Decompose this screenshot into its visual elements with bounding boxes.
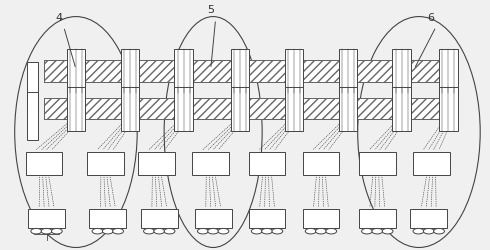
Bar — [359, 152, 396, 175]
Bar — [89, 209, 126, 228]
Bar — [139, 152, 175, 175]
Bar — [28, 209, 65, 228]
Bar — [285, 88, 303, 131]
Circle shape — [41, 228, 52, 234]
Bar — [303, 152, 339, 175]
Circle shape — [144, 228, 154, 234]
Circle shape — [154, 228, 165, 234]
Bar — [44, 61, 456, 82]
Bar — [67, 88, 85, 131]
Bar — [392, 88, 411, 131]
Circle shape — [51, 228, 62, 234]
Bar — [303, 209, 339, 228]
Text: 4: 4 — [55, 12, 62, 22]
Circle shape — [362, 228, 372, 234]
Circle shape — [372, 228, 383, 234]
Bar — [44, 99, 456, 120]
Bar — [249, 152, 285, 175]
Circle shape — [113, 228, 123, 234]
Bar — [27, 92, 38, 140]
Circle shape — [31, 228, 42, 234]
Circle shape — [92, 228, 103, 234]
Circle shape — [218, 228, 229, 234]
Circle shape — [164, 228, 175, 234]
Bar — [439, 50, 458, 94]
Circle shape — [382, 228, 393, 234]
Bar — [339, 88, 357, 131]
Bar — [27, 62, 38, 110]
Circle shape — [316, 228, 326, 234]
Bar — [411, 209, 447, 228]
Bar — [439, 88, 458, 131]
Bar — [231, 50, 249, 94]
Bar — [44, 61, 456, 82]
Bar — [44, 99, 456, 120]
Bar — [141, 209, 177, 228]
Circle shape — [423, 228, 434, 234]
Bar — [392, 50, 411, 94]
Bar — [413, 152, 450, 175]
Bar — [231, 88, 249, 131]
Circle shape — [434, 228, 444, 234]
Circle shape — [326, 228, 337, 234]
Bar — [121, 88, 139, 131]
Bar — [67, 50, 85, 94]
Bar — [174, 50, 193, 94]
Circle shape — [197, 228, 208, 234]
Circle shape — [251, 228, 262, 234]
Bar — [195, 209, 232, 228]
Bar — [192, 152, 229, 175]
Bar — [249, 209, 285, 228]
Circle shape — [413, 228, 424, 234]
Circle shape — [262, 228, 272, 234]
Circle shape — [272, 228, 283, 234]
Circle shape — [102, 228, 113, 234]
Circle shape — [208, 228, 219, 234]
Bar — [359, 209, 396, 228]
Bar — [121, 50, 139, 94]
Text: 5: 5 — [207, 5, 214, 15]
Bar — [285, 50, 303, 94]
Bar — [25, 152, 63, 175]
Text: 6: 6 — [428, 12, 435, 22]
Bar — [339, 50, 357, 94]
Bar — [87, 152, 123, 175]
Circle shape — [305, 228, 316, 234]
Bar — [174, 88, 193, 131]
